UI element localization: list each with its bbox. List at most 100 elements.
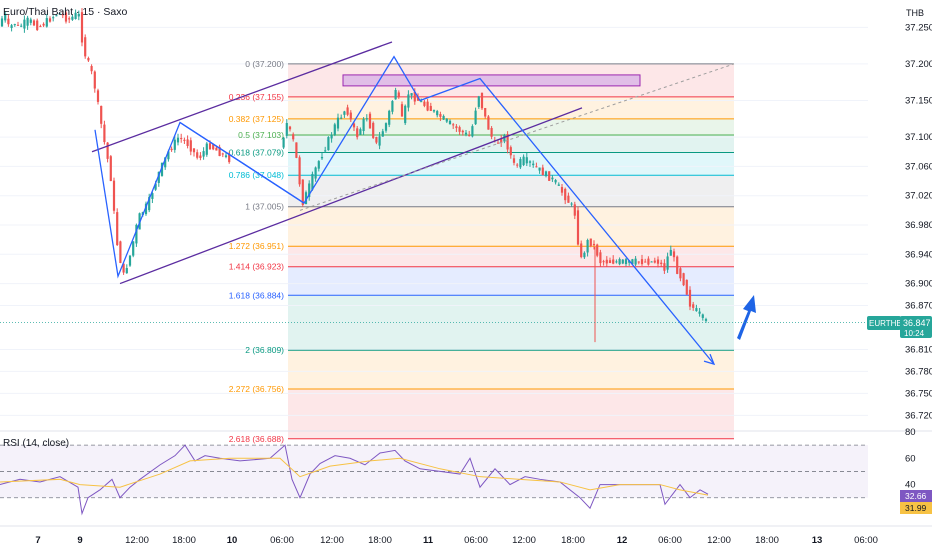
candle-body xyxy=(116,212,119,246)
channel-upper-line[interactable] xyxy=(91,41,393,153)
price-axis[interactable]: 37.250 37.200 37.150 37.100 37.060 37.020 36.9… xyxy=(905,22,932,421)
time-axis-tick: 06:00 xyxy=(854,535,878,546)
candle-body xyxy=(484,107,487,117)
candle-body xyxy=(26,17,29,26)
candle-body xyxy=(676,256,679,274)
channel-lower-line[interactable] xyxy=(119,107,583,285)
candle-body xyxy=(215,147,218,151)
harmonic-pattern-line[interactable] xyxy=(94,55,715,365)
candle-body xyxy=(538,167,541,171)
candle-body xyxy=(551,177,554,180)
candle-body xyxy=(125,268,128,274)
candle-body xyxy=(500,138,503,143)
candle-body xyxy=(394,89,397,100)
supply-zone-box[interactable] xyxy=(342,74,641,87)
fib-trend-line[interactable] xyxy=(299,63,735,211)
fib-level-label: 2 (36.809) xyxy=(245,345,284,355)
candle-body xyxy=(45,18,48,27)
candle-body xyxy=(365,118,368,120)
candle-body xyxy=(183,139,186,141)
candle-body xyxy=(567,195,570,203)
candle-body xyxy=(445,118,448,122)
candle-body xyxy=(596,244,599,256)
candle-body xyxy=(4,13,7,21)
candle-body xyxy=(612,259,615,264)
candle-body xyxy=(218,146,221,157)
candle-body xyxy=(295,142,298,158)
chart-title[interactable]: Euro/Thai Baht · 15 · Saxo xyxy=(3,6,127,18)
fib-level-label: 0 (37.200) xyxy=(245,59,284,69)
candle-body xyxy=(432,110,436,112)
candle-body xyxy=(688,289,692,307)
time-axis-tick: 18:00 xyxy=(368,535,392,546)
candle-body xyxy=(375,136,378,143)
fib-level-label: 0.618 (37.079) xyxy=(229,148,284,158)
candle-body xyxy=(48,18,52,22)
rsi-value-label: 32.66 xyxy=(905,491,927,501)
candle-body xyxy=(404,105,407,124)
candle-body xyxy=(228,154,231,163)
drawing-tools[interactable] xyxy=(0,41,868,366)
candle-body xyxy=(103,124,106,143)
candle-body xyxy=(298,157,301,185)
candle-body xyxy=(503,135,506,142)
time-axis[interactable]: 7 9 12:00 18:00 10 06:00 12:00 18:00 11 06:00 12:0… xyxy=(0,525,932,546)
bullish-arrow-icon[interactable] xyxy=(737,295,756,340)
candle-body xyxy=(685,279,688,295)
candle-body xyxy=(410,93,413,96)
rsi-axis-tick: 40 xyxy=(905,480,916,491)
time-axis-tick: 18:00 xyxy=(172,535,196,546)
candle-body xyxy=(189,140,192,152)
candle-body xyxy=(589,238,592,246)
fibonacci-levels[interactable]: 0 (37.200) 0.236 (37.155) 0.382 (37.125) 0.… xyxy=(229,59,734,444)
price-axis-tick: 36.980 xyxy=(905,220,932,231)
candle-body xyxy=(672,251,676,258)
candle-body xyxy=(346,107,349,115)
candle-body xyxy=(109,156,112,182)
candle-body xyxy=(506,134,509,150)
candle-body xyxy=(522,156,525,166)
candle-body xyxy=(644,261,647,263)
candle-body xyxy=(660,262,663,264)
candle-body xyxy=(186,139,189,146)
candle-body xyxy=(669,249,672,256)
candle-body xyxy=(554,180,557,183)
price-axis-tick: 37.200 xyxy=(905,59,932,70)
rsi-pane[interactable]: 80604020 xyxy=(0,427,932,517)
fib-level-label: 0.786 (37.048) xyxy=(229,170,284,180)
candle-body xyxy=(436,111,439,116)
candle-body xyxy=(7,18,10,25)
candle-body xyxy=(192,148,196,153)
price-axis-tick: 37.020 xyxy=(905,191,932,202)
candle-body xyxy=(548,171,551,181)
candle-body xyxy=(311,173,314,190)
candle-body xyxy=(599,252,602,264)
fib-level-label: 1 (37.005) xyxy=(245,202,284,212)
candle-body xyxy=(388,110,391,125)
candle-body xyxy=(93,71,96,89)
rsi-title[interactable]: RSI (14, close) xyxy=(3,438,69,449)
candle-body xyxy=(634,258,637,265)
candle-body xyxy=(180,138,183,140)
candle-body xyxy=(151,193,154,199)
candle-body xyxy=(320,156,324,159)
fib-zone xyxy=(288,96,734,119)
symbol-price-badge[interactable]: EURTHB 36.847 10:24 xyxy=(867,316,932,338)
candle-body xyxy=(0,18,4,27)
candle-body xyxy=(199,155,202,159)
candle-body xyxy=(407,94,410,108)
candle-body xyxy=(52,17,55,19)
candle-body xyxy=(535,166,538,168)
candle-body xyxy=(663,263,666,271)
candle-body xyxy=(61,14,64,16)
candle-body xyxy=(362,118,365,131)
candle-body xyxy=(372,122,375,138)
pattern-leg-line[interactable] xyxy=(179,121,305,204)
price-axis-tick: 36.780 xyxy=(905,366,932,377)
candle-body xyxy=(624,259,628,265)
candle-body xyxy=(308,183,311,197)
candle-body xyxy=(202,151,205,157)
candle-body xyxy=(656,259,660,264)
candle-body xyxy=(439,114,442,117)
